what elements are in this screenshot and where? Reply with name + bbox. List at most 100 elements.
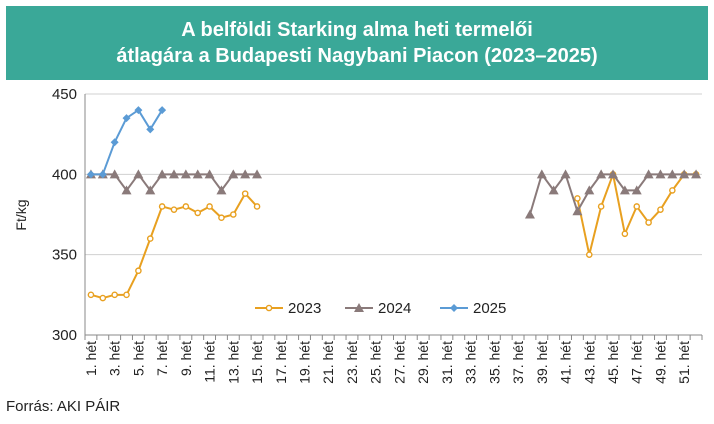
x-tick-label: 15. hét: [249, 341, 265, 384]
source-note: Forrás: AKI PÁIR: [6, 398, 121, 415]
x-tick-label: 3. hét: [107, 341, 123, 376]
y-axis-label: Ft/kg: [13, 199, 29, 230]
x-tick-label: 5. hét: [130, 341, 146, 376]
data-point-2023: [194, 209, 202, 217]
data-point-2023: [253, 203, 261, 210]
legend-label: 2024: [378, 300, 411, 317]
data-point-2023: [230, 211, 237, 218]
data-point-2024: [548, 185, 559, 195]
data-point-2024: [643, 169, 654, 179]
data-point-2023: [99, 294, 107, 302]
chart-title: A belföldi Starking alma heti termelői á…: [6, 6, 708, 80]
x-tick-label: 37. hét: [510, 341, 526, 384]
series-2023: [87, 171, 700, 302]
data-point-2023: [123, 291, 130, 299]
data-point-2024: [608, 169, 619, 179]
series-line-2024: [528, 173, 697, 215]
data-point-2025: [146, 125, 155, 134]
data-point-2023: [585, 251, 593, 258]
data-point-2024: [596, 169, 607, 179]
data-point-2023: [218, 214, 225, 222]
x-tick-label: 31. hét: [439, 341, 455, 384]
legend-label: 2025: [473, 300, 506, 317]
data-point-2023: [645, 219, 652, 226]
legend-label: 2023: [288, 300, 321, 317]
legend-item-2025: 2025: [440, 300, 506, 317]
data-point-2023: [135, 267, 142, 275]
data-point-2023: [669, 187, 676, 194]
data-point-2023: [574, 195, 581, 202]
data-point-2024: [691, 169, 702, 179]
data-point-2024: [560, 169, 571, 179]
y-tick-label: 350: [52, 247, 77, 264]
data-point-2024: [584, 185, 595, 195]
data-point-2025: [158, 106, 167, 115]
x-tick-label: 47. hét: [629, 341, 645, 384]
chart-title-line-2: átlagára a Budapesti Nagybani Piacon (20…: [116, 45, 598, 67]
data-point-2024: [204, 169, 215, 179]
legend-marker: [354, 303, 364, 312]
x-tick-label: 41. hét: [558, 341, 574, 384]
data-point-2024: [524, 209, 535, 219]
data-point-2024: [679, 169, 690, 179]
data-point-2023: [597, 203, 605, 210]
x-tick-label: 35. hét: [486, 341, 502, 384]
data-point-2025: [86, 170, 95, 179]
data-point-2024: [145, 185, 156, 195]
x-tick-label: 49. hét: [652, 341, 668, 384]
data-point-2024: [536, 169, 547, 179]
x-tick-label: 39. hét: [534, 341, 550, 384]
data-point-2023: [621, 230, 629, 238]
data-point-2024: [133, 169, 144, 179]
y-tick-label: 300: [52, 327, 77, 344]
data-point-2023: [87, 291, 95, 299]
series-2025: [86, 106, 167, 179]
data-point-2023: [146, 235, 154, 242]
data-point-2025: [134, 106, 143, 115]
data-point-2023: [206, 203, 213, 210]
legend-item-2024: 2024: [345, 300, 411, 317]
data-point-2025: [110, 138, 119, 147]
data-point-2024: [216, 185, 227, 195]
data-point-2024: [667, 169, 678, 179]
data-point-2024: [157, 169, 168, 179]
data-point-2023: [170, 206, 178, 213]
data-point-2024: [240, 169, 251, 179]
x-tick-label: 33. hét: [463, 341, 479, 384]
data-point-2024: [252, 169, 263, 179]
x-tick-label: 7. hét: [154, 341, 170, 376]
data-point-2024: [180, 169, 191, 179]
legend-marker: [265, 304, 273, 312]
data-point-2023: [241, 190, 249, 197]
data-point-2023: [657, 206, 664, 213]
x-tick-label: 17. hét: [273, 341, 289, 384]
chart-title-line-1: A belföldi Starking alma heti termelői: [181, 19, 533, 41]
x-tick-label: 29. hét: [415, 341, 431, 384]
series-2024: [85, 169, 702, 219]
x-tick-label: 27. hét: [391, 341, 407, 384]
data-point-2024: [631, 185, 642, 195]
line-chart: 300 350 400 450 1. hét 3. hét 5. hét 7. hét 9. …: [13, 86, 703, 384]
data-point-2023: [158, 203, 166, 210]
data-point-2023: [182, 203, 190, 210]
x-tick-label: 19. hét: [297, 341, 313, 384]
data-point-2024: [619, 185, 630, 195]
legend-marker: [450, 304, 458, 312]
data-point-2024: [572, 206, 583, 216]
x-tick-label: 21. hét: [320, 341, 336, 384]
data-point-2025: [98, 170, 107, 179]
data-point-2024: [228, 169, 239, 179]
data-point-2024: [655, 169, 666, 179]
y-tick-label: 450: [52, 86, 77, 103]
x-tick-label: 13. hét: [225, 341, 241, 384]
data-point-2023: [111, 291, 118, 299]
x-tick-label: 43. hét: [581, 341, 597, 384]
x-tick-label: 1. hét: [83, 341, 99, 376]
x-tick-label: 11. hét: [202, 341, 218, 383]
x-tick-label: 25. hét: [368, 341, 384, 384]
y-tick-label: 400: [52, 166, 77, 183]
data-point-2024: [192, 169, 203, 179]
x-tick-label: 9. hét: [178, 341, 194, 376]
legend-item-2023: 2023: [255, 300, 321, 317]
data-point-2024: [109, 169, 120, 179]
